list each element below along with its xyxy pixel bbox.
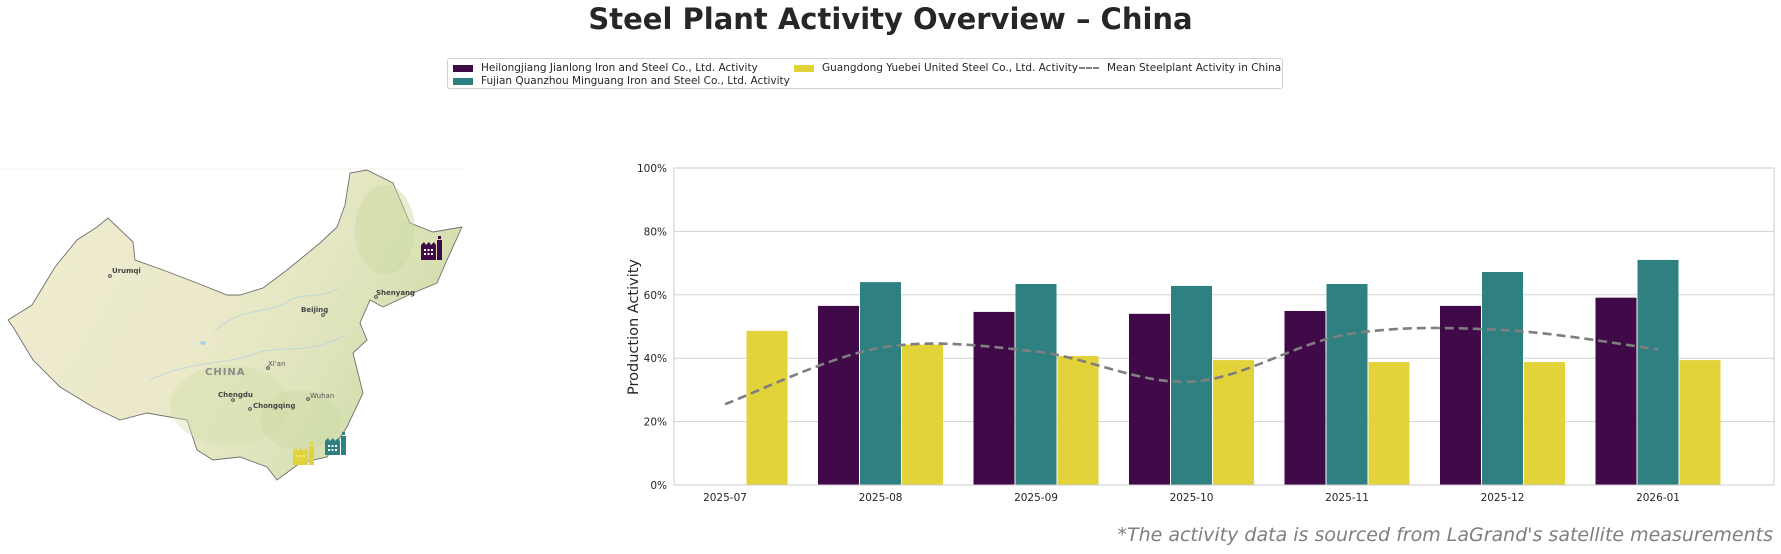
svg-text:Urumqi: Urumqi — [112, 267, 141, 275]
x-tick-label: 2025-11 — [1325, 492, 1369, 504]
chart-frame — [673, 167, 1775, 486]
x-tick-label: 2025-07 — [703, 492, 747, 504]
x-tick-label: 2026-01 — [1636, 492, 1680, 504]
terrain-shade — [170, 365, 290, 445]
mean-activity-line — [724, 326, 1659, 406]
plant-marker-guangdong[interactable] — [293, 442, 314, 465]
y-tick-label: 80% — [644, 226, 667, 238]
legend-swatch-heilongjiang — [453, 64, 473, 72]
svg-text:Chengdu: Chengdu — [218, 391, 253, 399]
activity-chart: 0% 20% 40% 60% 80% 100% 2025-07 2025-08 2025-09… — [626, 163, 1775, 504]
y-tick-label: 40% — [644, 353, 667, 365]
page-title: Steel Plant Activity Overview – China — [588, 2, 1193, 36]
bar — [1213, 360, 1254, 485]
bar — [860, 282, 901, 485]
svg-text:Wuhan: Wuhan — [310, 392, 334, 400]
bar — [1171, 285, 1212, 485]
city-chongqing: Chongqing — [248, 402, 295, 411]
x-tick-label: 2025-12 — [1481, 492, 1525, 504]
legend-label-mean: Mean Steelplant Activity in China — [1107, 62, 1282, 74]
bar — [1368, 362, 1410, 485]
y-tick-label: 100% — [637, 163, 667, 175]
legend-label-fujian: Fujian Quanzhou Minguang Iron and Steel … — [481, 75, 790, 87]
bar — [1524, 362, 1565, 485]
bar — [902, 344, 943, 485]
bar — [1595, 297, 1637, 485]
bar — [1482, 271, 1523, 485]
y-tick-label: 20% — [644, 417, 667, 429]
svg-text:Chongqing: Chongqing — [253, 402, 295, 410]
china-map: Urumqi Beijing Shenyang Xi'an Chengdu Ch… — [0, 168, 465, 481]
bar — [1284, 310, 1326, 485]
city-xian: Xi'an — [266, 360, 285, 370]
plant-marker-heilongjiang[interactable] — [421, 236, 442, 260]
y-axis-ticks: 0% 20% 40% 60% 80% 100% — [637, 163, 667, 492]
legend-item-fujian: Fujian Quanzhou Minguang Iron and Steel … — [453, 75, 790, 87]
terrain-shade — [260, 390, 340, 450]
bar — [1440, 305, 1481, 485]
lake-qinghai — [200, 341, 206, 345]
x-tick-label: 2025-09 — [1014, 492, 1058, 504]
bar — [1057, 355, 1099, 485]
legend-item-heilongjiang: Heilongjiang Jianlong Iron and Steel Co.… — [453, 62, 758, 74]
river-yellow — [214, 287, 339, 331]
legend-item-guangdong: Guangdong Yuebei United Steel Co., Ltd. … — [794, 62, 1078, 74]
city-chengdu: Chengdu — [218, 391, 253, 402]
x-tick-label: 2025-10 — [1170, 492, 1214, 504]
chart-bars — [746, 259, 1721, 485]
legend-label-heilongjiang: Heilongjiang Jianlong Iron and Steel Co.… — [481, 62, 758, 74]
svg-text:Xi'an: Xi'an — [268, 360, 285, 368]
china-outline — [7, 169, 463, 481]
chart-mean-line — [724, 326, 1659, 406]
chart-legend: Heilongjiang Jianlong Iron and Steel Co.… — [447, 58, 1283, 89]
bar — [818, 305, 859, 485]
y-tick-label: 60% — [644, 290, 667, 302]
bar — [1637, 259, 1679, 485]
city-wuhan: Wuhan — [306, 392, 334, 401]
svg-text:Shenyang: Shenyang — [376, 289, 415, 297]
city-shenyang: Shenyang — [374, 289, 415, 299]
legend-label-guangdong: Guangdong Yuebei United Steel Co., Ltd. … — [822, 62, 1078, 74]
bar — [746, 330, 788, 485]
terrain-shade — [355, 185, 415, 275]
x-axis-ticks: 2025-07 2025-08 2025-09 2025-10 2025-11 2025-… — [703, 492, 1680, 504]
bar — [1015, 284, 1057, 485]
bar — [1679, 360, 1721, 485]
legend-item-mean: Mean Steelplant Activity in China — [1079, 62, 1281, 74]
svg-text:Beijing: Beijing — [301, 306, 328, 314]
y-axis-label: Production Activity — [626, 259, 642, 395]
legend-swatch-fujian — [453, 77, 473, 85]
river-yangtze — [149, 334, 346, 381]
city-urumqi: Urumqi — [108, 267, 141, 278]
bar — [1129, 313, 1170, 485]
plot-border — [673, 167, 1775, 486]
y-tick-label: 0% — [650, 480, 667, 492]
map-country-label: CHINA — [205, 367, 246, 378]
data-source-footnote: *The activity data is sourced from LaGra… — [1117, 524, 1773, 546]
bar — [973, 311, 1015, 485]
legend-line-mean — [1079, 67, 1099, 69]
legend-swatch-guangdong — [794, 64, 814, 72]
x-tick-label: 2025-08 — [859, 492, 903, 504]
city-beijing: Beijing — [301, 306, 328, 317]
bar — [1326, 284, 1368, 485]
plant-marker-fujian[interactable] — [325, 432, 346, 455]
